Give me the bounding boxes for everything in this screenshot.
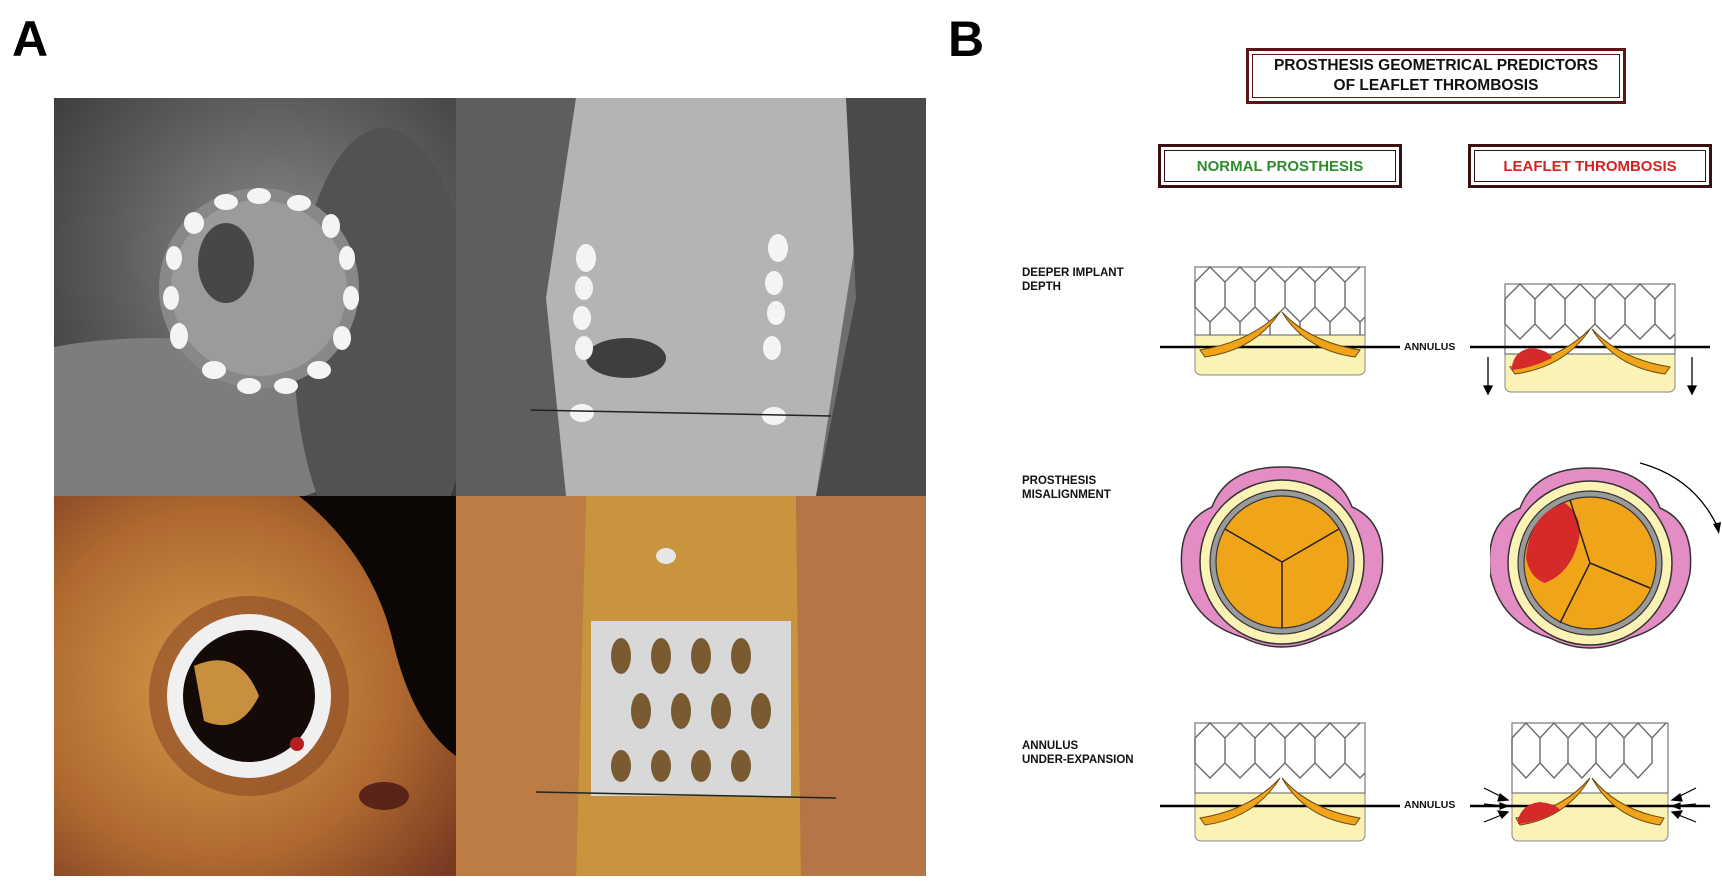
stent-thrombosis-depth [1470, 283, 1710, 396]
leaflet-thrombosis-label: LEAFLET THROMBOSIS [1503, 157, 1677, 175]
3d-long-axis-render [456, 496, 926, 876]
compression-arrows [1483, 787, 1697, 823]
row-label-misalignment: PROSTHESIS MISALIGNMENT [1022, 475, 1111, 501]
thrombus [1512, 348, 1552, 370]
rotation-arrow [1639, 462, 1719, 529]
stent-normal-depth [1160, 266, 1400, 376]
valve-thrombosis-misalignment [1490, 462, 1721, 649]
diagram-title-box: PROSTHESIS GEOMETRICAL PREDICTORS OF LEA… [1246, 48, 1626, 104]
thrombus [1526, 503, 1580, 583]
leaflet-left [1199, 311, 1281, 358]
normal-prosthesis-header: NORMAL PROSTHESIS [1158, 144, 1402, 188]
normal-prosthesis-label: NORMAL PROSTHESIS [1196, 157, 1364, 175]
stent-normal-expansion [1160, 722, 1400, 842]
valve-normal-alignment [1180, 466, 1384, 648]
row-label-implant-depth: DEEPER IMPLANT DEPTH [1022, 267, 1124, 293]
leaflet-thrombosis-header: LEAFLET THROMBOSIS [1468, 144, 1712, 188]
annulus-label-row1: ANNULUS [1404, 341, 1456, 353]
ct-long-axis-image [456, 98, 926, 496]
diagram-title: PROSTHESIS GEOMETRICAL PREDICTORS OF LEA… [1273, 57, 1599, 94]
leaflet-right [1281, 311, 1361, 358]
down-arrows [1482, 357, 1698, 396]
3d-short-axis-render [54, 496, 456, 876]
stent-frame [1194, 266, 1366, 376]
stent-thrombosis-underexpansion [1470, 721, 1710, 842]
annulus-label-row3: ANNULUS [1404, 799, 1456, 811]
ct-short-axis-image [54, 98, 456, 496]
panel-label-b: B [948, 11, 985, 67]
thrombus [1518, 802, 1560, 824]
row-label-under-expansion: ANNULUS UNDER-EXPANSION [1022, 740, 1134, 766]
panel-label-a: A [12, 11, 49, 67]
